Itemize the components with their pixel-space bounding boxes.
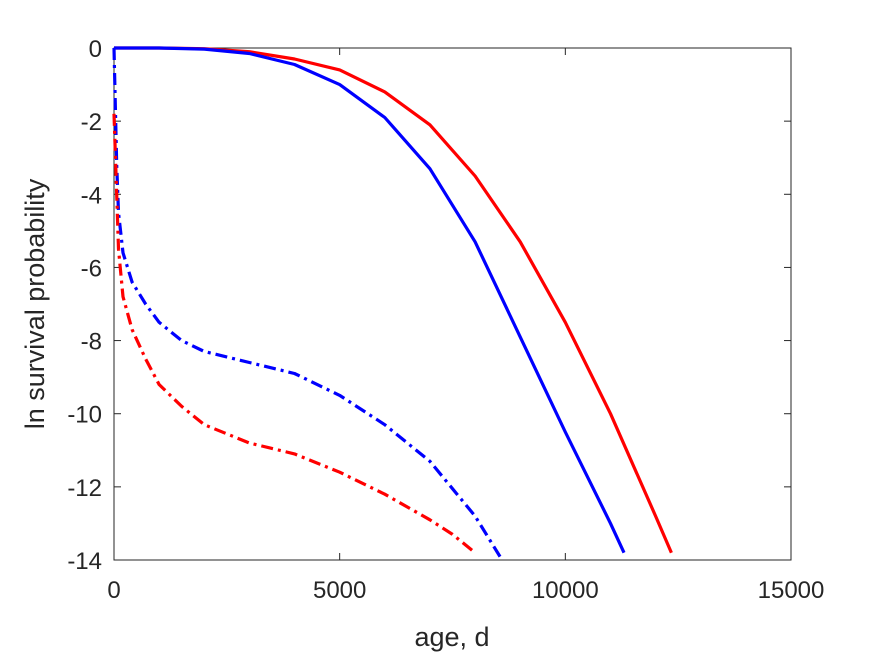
y-tick-label: -10 [67,402,102,429]
y-axis-ticks: 0 -2 -4 -6 -8 -10 -12 -14 [67,36,791,575]
y-tick-label: -2 [81,109,102,136]
y-tick-label: -8 [81,329,102,356]
x-axis-title: age, d [414,622,489,652]
x-tick-label: 15000 [758,577,825,604]
series-group [112,46,673,561]
y-tick-label: -12 [67,475,102,502]
y-tick-label: -4 [81,182,102,209]
y-tick-label: -6 [81,255,102,282]
series-line-3 [112,47,504,561]
x-tick-label: 10000 [532,577,599,604]
x-axis-ticks: 0 5000 10000 15000 [107,48,824,604]
y-axis-title: ln survival probability [20,178,50,429]
series-line-4 [112,113,477,554]
y-tick-label: -14 [67,548,102,575]
x-tick-label: 0 [107,577,120,604]
y-tick-label: 0 [89,36,102,63]
plot-area [113,47,792,561]
series-line-2 [114,46,626,554]
x-tick-label: 5000 [313,577,366,604]
